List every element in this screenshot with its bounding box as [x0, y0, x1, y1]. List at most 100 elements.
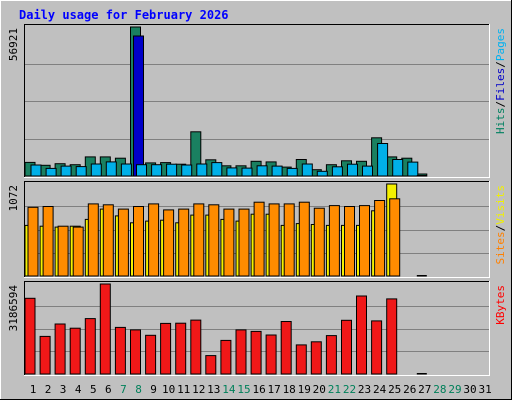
x-label-day-19: 19: [298, 383, 311, 396]
x-label-day-4: 4: [75, 383, 82, 396]
y-max-label: 3186594: [7, 285, 20, 332]
panel-legend: Sites/Visits: [494, 185, 507, 265]
x-label-day-15: 15: [237, 383, 250, 396]
x-label-day-10: 10: [162, 383, 175, 396]
x-label-day-9: 9: [150, 383, 157, 396]
bar-pages-day-11: [181, 164, 193, 177]
bar-sites-day-24: [374, 200, 386, 277]
bar-hits-day-12: [190, 131, 202, 177]
bar-pages-day-13: [211, 162, 223, 177]
bar-sites-day-2: [42, 206, 54, 277]
x-label-day-12: 12: [192, 383, 205, 396]
x-label-day-24: 24: [373, 383, 387, 396]
bar-pages-day-4: [75, 166, 87, 177]
bar-kbytes-day-4: [69, 327, 81, 375]
x-label-day-2: 2: [45, 383, 52, 396]
bar-sites-day-18: [283, 203, 295, 277]
bar-pages-day-25: [392, 159, 404, 177]
bar-kbytes-day-12: [190, 319, 202, 375]
panel-legend: KBytes: [494, 285, 507, 325]
bar-sites-day-15: [238, 208, 250, 277]
bar-pages-day-7: [120, 163, 132, 177]
x-label-day-13: 13: [207, 383, 220, 396]
bar-kbytes-day-1: [24, 297, 36, 375]
bar-pages-day-5: [90, 163, 102, 177]
bar-kbytes-day-5: [84, 318, 96, 375]
bar-kbytes-day-13: [205, 355, 217, 375]
x-label-day-6: 6: [105, 383, 112, 396]
bar-kbytes-day-17: [265, 334, 277, 375]
bar-sites-day-25: [389, 198, 401, 277]
x-label-day-1: 1: [30, 383, 37, 396]
bar-kbytes-day-11: [175, 322, 187, 375]
bar-kbytes-day-23: [356, 295, 367, 375]
bar-sites-day-10: [163, 209, 175, 277]
x-label-day-23: 23: [358, 383, 371, 396]
bar-pages-day-18: [286, 167, 298, 177]
bar-pages-day-23: [362, 165, 373, 177]
bar-kbytes-day-2: [39, 335, 51, 375]
legend-kbytes: KBytes: [494, 285, 507, 325]
x-label-day-11: 11: [177, 383, 190, 396]
x-label-day-27: 27: [418, 383, 431, 396]
bar-sites-day-8: [133, 206, 144, 277]
x-label-day-18: 18: [283, 383, 296, 396]
x-label-day-28: 28: [433, 383, 446, 396]
bar-pages-day-17: [271, 165, 283, 177]
x-axis-labels: 1 2 3 4 5 6 7 8 9 10 11 12 13 14 15 16 17 18 19 20 21 22 23 24 2…: [30, 383, 492, 396]
bar-kbytes-day-10: [160, 322, 172, 375]
bar-kbytes-day-18: [280, 321, 292, 375]
bar-pages-day-9: [151, 164, 163, 177]
y-max-label: 56921: [7, 28, 20, 61]
legend-files: Files: [494, 68, 507, 101]
x-label-day-14: 14: [222, 383, 236, 396]
x-label-day-21: 21: [328, 383, 341, 396]
bar-sites-day-4: [72, 226, 84, 277]
legend-separator: /: [494, 225, 507, 232]
bar-sites-day-14: [223, 208, 235, 277]
bar-pages-day-8: [136, 164, 147, 177]
legend-pages: Pages: [494, 28, 507, 61]
bar-sites-day-1: [27, 206, 39, 277]
panel-legend: Hits/Files/Pages: [494, 28, 507, 134]
bar-pages-day-12: [196, 163, 208, 177]
panel-kbytes: 3186594 KBytes: [7, 281, 507, 376]
x-label-day-29: 29: [448, 383, 461, 396]
bar-kbytes-day-25: [386, 298, 398, 375]
bar-pages-day-6: [105, 161, 117, 177]
bar-baseline-marker-day-27: [416, 275, 427, 277]
x-label-day-16: 16: [252, 383, 265, 396]
bar-sites-day-9: [148, 203, 160, 277]
x-label-day-5: 5: [90, 383, 97, 396]
legend-sites: Sites: [494, 231, 507, 264]
bar-kbytes-day-16: [250, 330, 262, 375]
bar-sites-day-22: [344, 206, 355, 277]
chart-title: Daily usage for February 2026: [19, 8, 229, 22]
bar-kbytes-day-3: [54, 323, 66, 375]
bar-kbytes-day-24: [371, 320, 383, 375]
bar-sites-day-17: [268, 203, 280, 277]
bar-pages-day-10: [166, 163, 178, 177]
bar-pages-day-16: [256, 165, 268, 177]
bar-pages-day-3: [60, 165, 72, 177]
bar-sites-day-13: [208, 204, 220, 277]
bar-baseline-marker-day-27: [416, 175, 427, 177]
bar-sites-day-19: [298, 201, 310, 277]
bar-kbytes-day-19: [295, 344, 307, 375]
bar-sites-day-7: [117, 208, 129, 277]
bar-pages-day-14: [226, 167, 238, 177]
chart-panels: 56921Hits/Files/Pages1072Sites/Visits318…: [7, 24, 507, 376]
bar-sites-day-21: [328, 205, 340, 277]
bar-files-day-8: [133, 35, 144, 177]
bar-pages-day-26: [407, 161, 419, 177]
x-label-day-31: 31: [478, 383, 491, 396]
bar-pages-day-20: [316, 170, 328, 177]
bar-kbytes-day-6: [99, 283, 111, 375]
panel-pages-files-hits: 56921 Hits/Files/Pages: [7, 24, 507, 178]
x-label-day-8: 8: [135, 383, 142, 396]
bar-kbytes-day-8: [130, 329, 141, 375]
x-label-day-7: 7: [120, 383, 127, 396]
bar-kbytes-day-22: [341, 319, 352, 375]
bar-sites-day-3: [57, 225, 69, 277]
